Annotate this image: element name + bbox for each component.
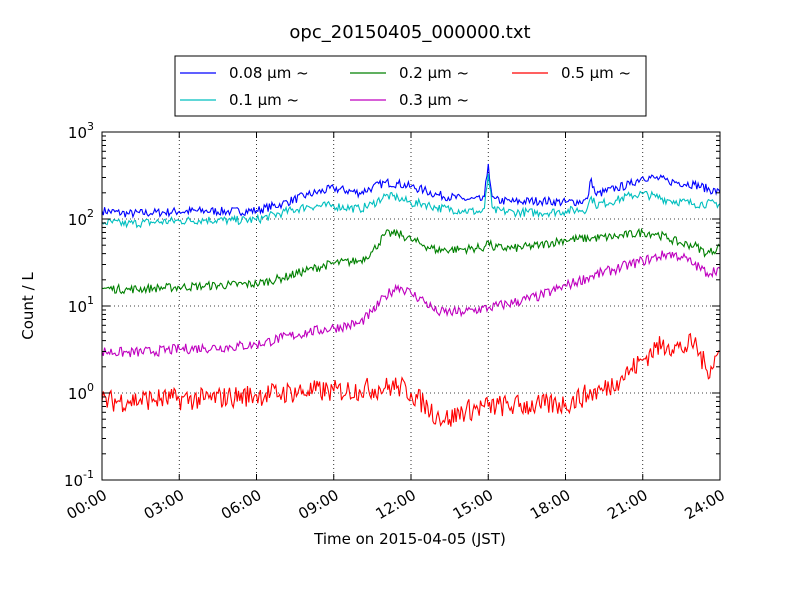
y-tick-label: 102 <box>68 207 94 229</box>
legend-label: 0.1 μm ~ <box>229 91 299 109</box>
legend-label: 0.2 μm ~ <box>399 64 469 82</box>
legend-box <box>174 55 647 117</box>
plot-series <box>101 163 721 427</box>
legend: 0.08 μm ~ 0.1 μm ~ 0.2 μm ~ 0.3 μm ~ 0.5 μm … <box>174 55 647 117</box>
y-tick-label: 103 <box>68 120 94 142</box>
y-tick-label: 10-1 <box>64 468 94 490</box>
series-line <box>101 163 721 219</box>
legend-label: 0.3 μm ~ <box>399 91 469 109</box>
legend-label: 0.08 μm ~ <box>229 64 309 82</box>
series-line <box>101 227 721 295</box>
y-axis-label: Count / L <box>19 272 37 340</box>
legend-label: 0.5 μm ~ <box>561 64 631 82</box>
y-tick-label: 100 <box>68 381 94 403</box>
chart-title: opc_20150405_000000.txt <box>289 22 530 43</box>
series-line <box>101 250 721 358</box>
x-axis-label: Time on 2015-04-05 (JST) <box>313 530 506 548</box>
y-tick-label: 101 <box>68 294 94 316</box>
series-line <box>101 173 721 229</box>
series-line <box>101 332 721 427</box>
